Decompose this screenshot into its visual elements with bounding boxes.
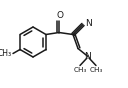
Text: N: N	[85, 18, 92, 27]
Text: N: N	[85, 52, 91, 61]
Text: CH₃: CH₃	[0, 49, 12, 59]
Text: CH₃: CH₃	[89, 67, 103, 73]
Text: CH₃: CH₃	[73, 67, 87, 73]
Text: O: O	[56, 10, 63, 20]
